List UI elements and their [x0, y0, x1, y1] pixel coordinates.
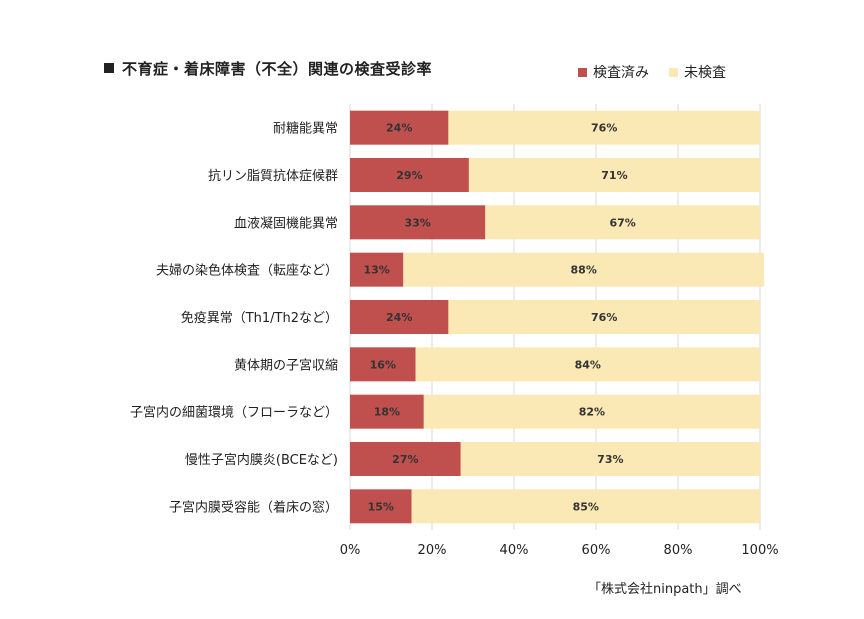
data-label-untested: 67%: [609, 216, 635, 229]
x-tick-label: 80%: [664, 543, 693, 558]
data-label-untested: 84%: [575, 358, 601, 371]
data-label-tested: 16%: [370, 358, 396, 371]
bar-tested: [350, 110, 449, 145]
data-label-untested: 82%: [579, 406, 605, 419]
bar-untested: [448, 110, 760, 145]
data-label-untested: 76%: [591, 122, 617, 135]
chart-title: 不育症・着床障害（不全）関連の検査受診率: [104, 58, 432, 79]
bar-tested: [350, 347, 416, 382]
chart-legend: 検査済み 未検査: [578, 62, 726, 82]
data-label-untested: 85%: [573, 500, 599, 513]
data-label-tested: 24%: [386, 122, 412, 135]
bar-untested: [468, 158, 760, 192]
data-label-untested: 76%: [591, 311, 617, 324]
legend-label-untested: 未検査: [684, 65, 726, 81]
category-label: 免疫異常（Th1/Th2など）: [181, 310, 338, 326]
bar-tested: [350, 394, 424, 429]
x-tick-label: 100%: [741, 543, 778, 558]
bar-tested: [350, 205, 486, 240]
bar-tested: [350, 300, 449, 334]
x-tick-label: 60%: [582, 543, 611, 558]
data-label-tested: 15%: [368, 500, 394, 513]
bar-untested: [485, 205, 760, 240]
legend-swatch-untested: [669, 67, 678, 77]
bar-untested: [460, 442, 760, 476]
bar-untested: [423, 394, 760, 429]
category-label: 黄体期の子宮収縮: [234, 357, 338, 373]
category-label: 子宮内の細菌環境（フローラなど）: [130, 405, 338, 421]
title-square-icon: [104, 63, 114, 73]
x-tick-label: 0%: [340, 543, 361, 558]
data-label-tested: 33%: [404, 216, 430, 229]
data-label-tested: 27%: [392, 453, 418, 466]
bar-untested: [415, 347, 760, 382]
bar-tested: [350, 158, 469, 192]
bar-tested: [350, 442, 461, 476]
x-tick-label: 20%: [418, 543, 447, 558]
category-label: 夫婦の染色体検査（転座など）: [156, 263, 338, 279]
category-label: 耐糖能異常: [273, 121, 338, 137]
data-label-tested: 13%: [363, 264, 389, 277]
x-tick-label: 40%: [500, 543, 529, 558]
category-label: 子宮内膜受容能（着床の窓）: [169, 499, 338, 515]
data-label-untested: 73%: [597, 453, 623, 466]
legend-label-tested: 検査済み: [593, 65, 649, 81]
category-label: 慢性子宮内膜炎(BCEなど): [185, 452, 338, 468]
bar-untested: [448, 300, 760, 334]
bar-tested: [350, 252, 404, 287]
data-label-tested: 18%: [374, 406, 400, 419]
category-label: 抗リン脂質抗体症候群: [208, 169, 338, 184]
bar-untested: [403, 252, 765, 287]
category-label: 血液凝固機能異常: [234, 215, 338, 231]
data-label-tested: 24%: [386, 311, 412, 324]
data-label-untested: 71%: [601, 169, 627, 182]
bar-untested: [411, 489, 760, 524]
data-label-tested: 29%: [396, 169, 422, 182]
legend-swatch-tested: [578, 67, 587, 77]
source-note: 「株式会社ninpath」調べ: [588, 582, 742, 597]
data-label-untested: 88%: [571, 264, 597, 277]
legend-item-untested: 未検査: [669, 62, 726, 82]
chart-title-text: 不育症・着床障害（不全）関連の検査受診率: [122, 60, 433, 78]
legend-item-tested: 検査済み: [578, 62, 649, 82]
bar-tested: [350, 489, 412, 524]
